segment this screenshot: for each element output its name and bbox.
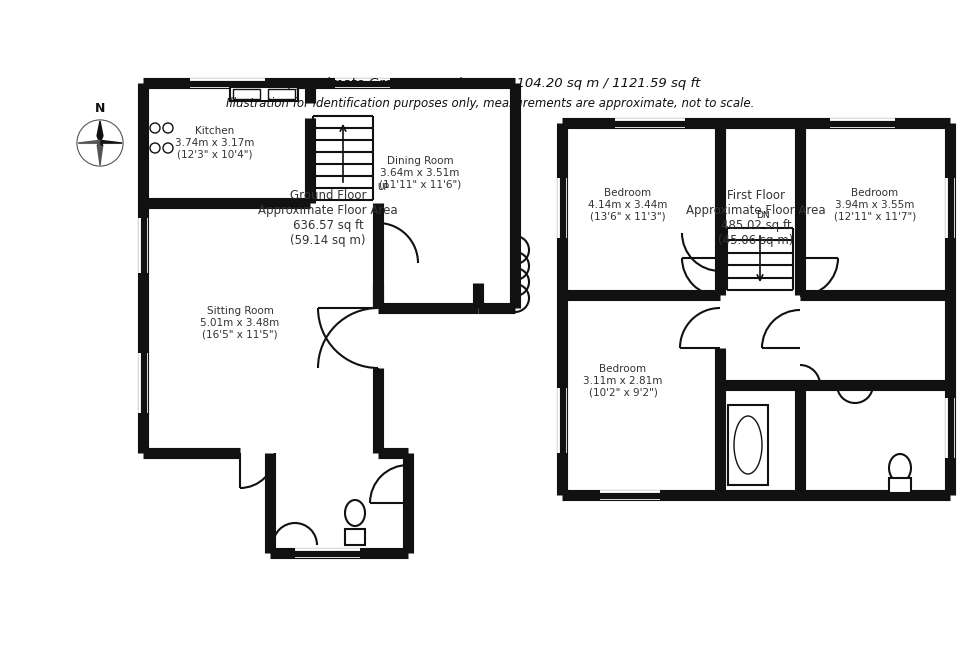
Bar [345,529,365,545]
Text: First Floor
Approximate Floor Area
485.02 sq ft
(45.06 sq m): First Floor Approximate Floor Area 485.0… [686,189,826,247]
Polygon shape [100,140,122,146]
Text: DN: DN [757,211,770,220]
Polygon shape [78,140,100,146]
Text: Bedroom
3.94m x 3.55m
(12'11" x 11'7"): Bedroom 3.94m x 3.55m (12'11" x 11'7") [834,189,916,221]
Bar [143,83,515,453]
Text: Approximate Gross Internal Area = 104.20 sq m / 1121.59 sq ft: Approximate Gross Internal Area = 104.20… [279,76,701,89]
Bar [562,123,950,495]
Ellipse shape [889,454,911,482]
Bar [268,89,295,99]
Text: Dining Room
3.64m x 3.51m
(11'11" x 11'6"): Dining Room 3.64m x 3.51m (11'11" x 11'6… [379,157,462,189]
Text: Ground Floor
Approximate Floor Area
636.57 sq ft
(59.14 sq m): Ground Floor Approximate Floor Area 636.… [258,189,398,247]
Text: Kitchen
3.74m x 3.17m
(12'3" x 10'4"): Kitchen 3.74m x 3.17m (12'3" x 10'4") [175,127,255,159]
Polygon shape [97,121,103,143]
Bar [270,438,408,553]
Ellipse shape [345,500,365,526]
Text: Sitting Room
5.01m x 3.48m
(16'5" x 11'5"): Sitting Room 5.01m x 3.48m (16'5" x 11'5… [200,306,279,340]
Text: Bedroom
4.14m x 3.44m
(13'6" x 11'3"): Bedroom 4.14m x 3.44m (13'6" x 11'3") [588,189,667,221]
Bar [728,405,768,485]
Bar [889,478,911,493]
Text: N: N [95,102,105,115]
Text: UP: UP [377,183,389,193]
Bar [230,87,298,101]
Polygon shape [97,143,103,165]
Bar [233,89,260,99]
Ellipse shape [734,416,762,474]
Text: Illustration for identification purposes only, measurements are approximate, not: Illustration for identification purposes… [225,97,755,110]
Text: Bedroom
3.11m x 2.81m
(10'2" x 9'2"): Bedroom 3.11m x 2.81m (10'2" x 9'2") [583,364,662,398]
